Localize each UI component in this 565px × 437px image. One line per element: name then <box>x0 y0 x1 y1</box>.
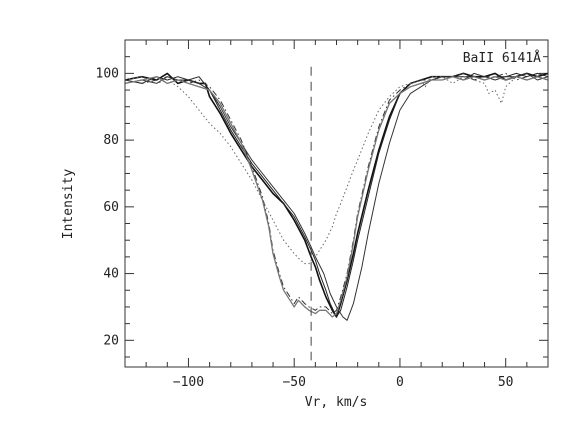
axis-ticks <box>124 39 549 367</box>
plot-frame <box>124 39 549 368</box>
series-line-1 <box>124 72 549 318</box>
y-tick-label: 20 <box>103 333 119 348</box>
series-group <box>124 72 549 321</box>
x-tick-label: 50 <box>498 375 514 390</box>
y-tick-label: 100 <box>96 66 119 81</box>
line-annotation: BaII 6141Å <box>463 50 541 66</box>
x-tick-label: −50 <box>282 375 305 390</box>
series-line-6 <box>124 76 549 265</box>
x-tick-label: 0 <box>396 375 404 390</box>
y-tick-labels: 20 40 60 80 100 <box>96 66 119 348</box>
y-tick-label: 40 <box>103 267 119 282</box>
x-tick-labels: −100 −50 0 50 <box>173 375 514 390</box>
x-tick-label: −100 <box>173 375 204 390</box>
y-tick-label: 80 <box>103 133 119 148</box>
y-axis-label: Intensity <box>61 169 76 240</box>
series-line-4 <box>124 72 549 315</box>
y-tick-label: 60 <box>103 200 119 215</box>
series-line-5 <box>124 76 549 318</box>
series-line-2 <box>124 72 549 318</box>
series-line-3 <box>124 72 549 321</box>
x-axis-label: Vr, km/s <box>305 395 368 410</box>
